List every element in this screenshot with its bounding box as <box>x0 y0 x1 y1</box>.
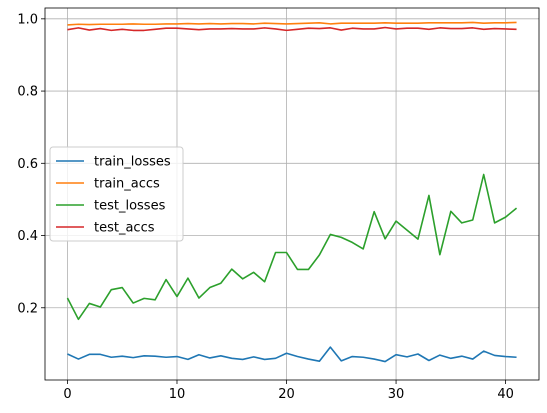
legend-label: test_accs <box>94 221 155 236</box>
y-tick-label: 1.0 <box>17 12 38 27</box>
series-line-train-accs <box>67 22 516 25</box>
x-tick-label: 40 <box>497 387 514 402</box>
y-tick-label: 0.8 <box>17 85 38 100</box>
legend-label: train_accs <box>94 177 160 192</box>
legend: train_losses train_accs test_losses test_ac… <box>50 147 183 241</box>
x-tick-label: 20 <box>278 387 295 402</box>
legend-label: train_losses <box>94 155 171 170</box>
series-line-train-losses <box>67 347 516 361</box>
series-line-test-accs <box>67 28 516 31</box>
x-tick-label: 0 <box>63 387 71 402</box>
legend-label: test_losses <box>94 199 166 214</box>
x-tick-label: 30 <box>388 387 405 402</box>
y-tick-label: 0.6 <box>17 157 38 172</box>
y-tick-label: 0.4 <box>17 229 38 244</box>
y-tick-label: 0.2 <box>17 301 38 316</box>
x-tick-label: 10 <box>169 387 186 402</box>
